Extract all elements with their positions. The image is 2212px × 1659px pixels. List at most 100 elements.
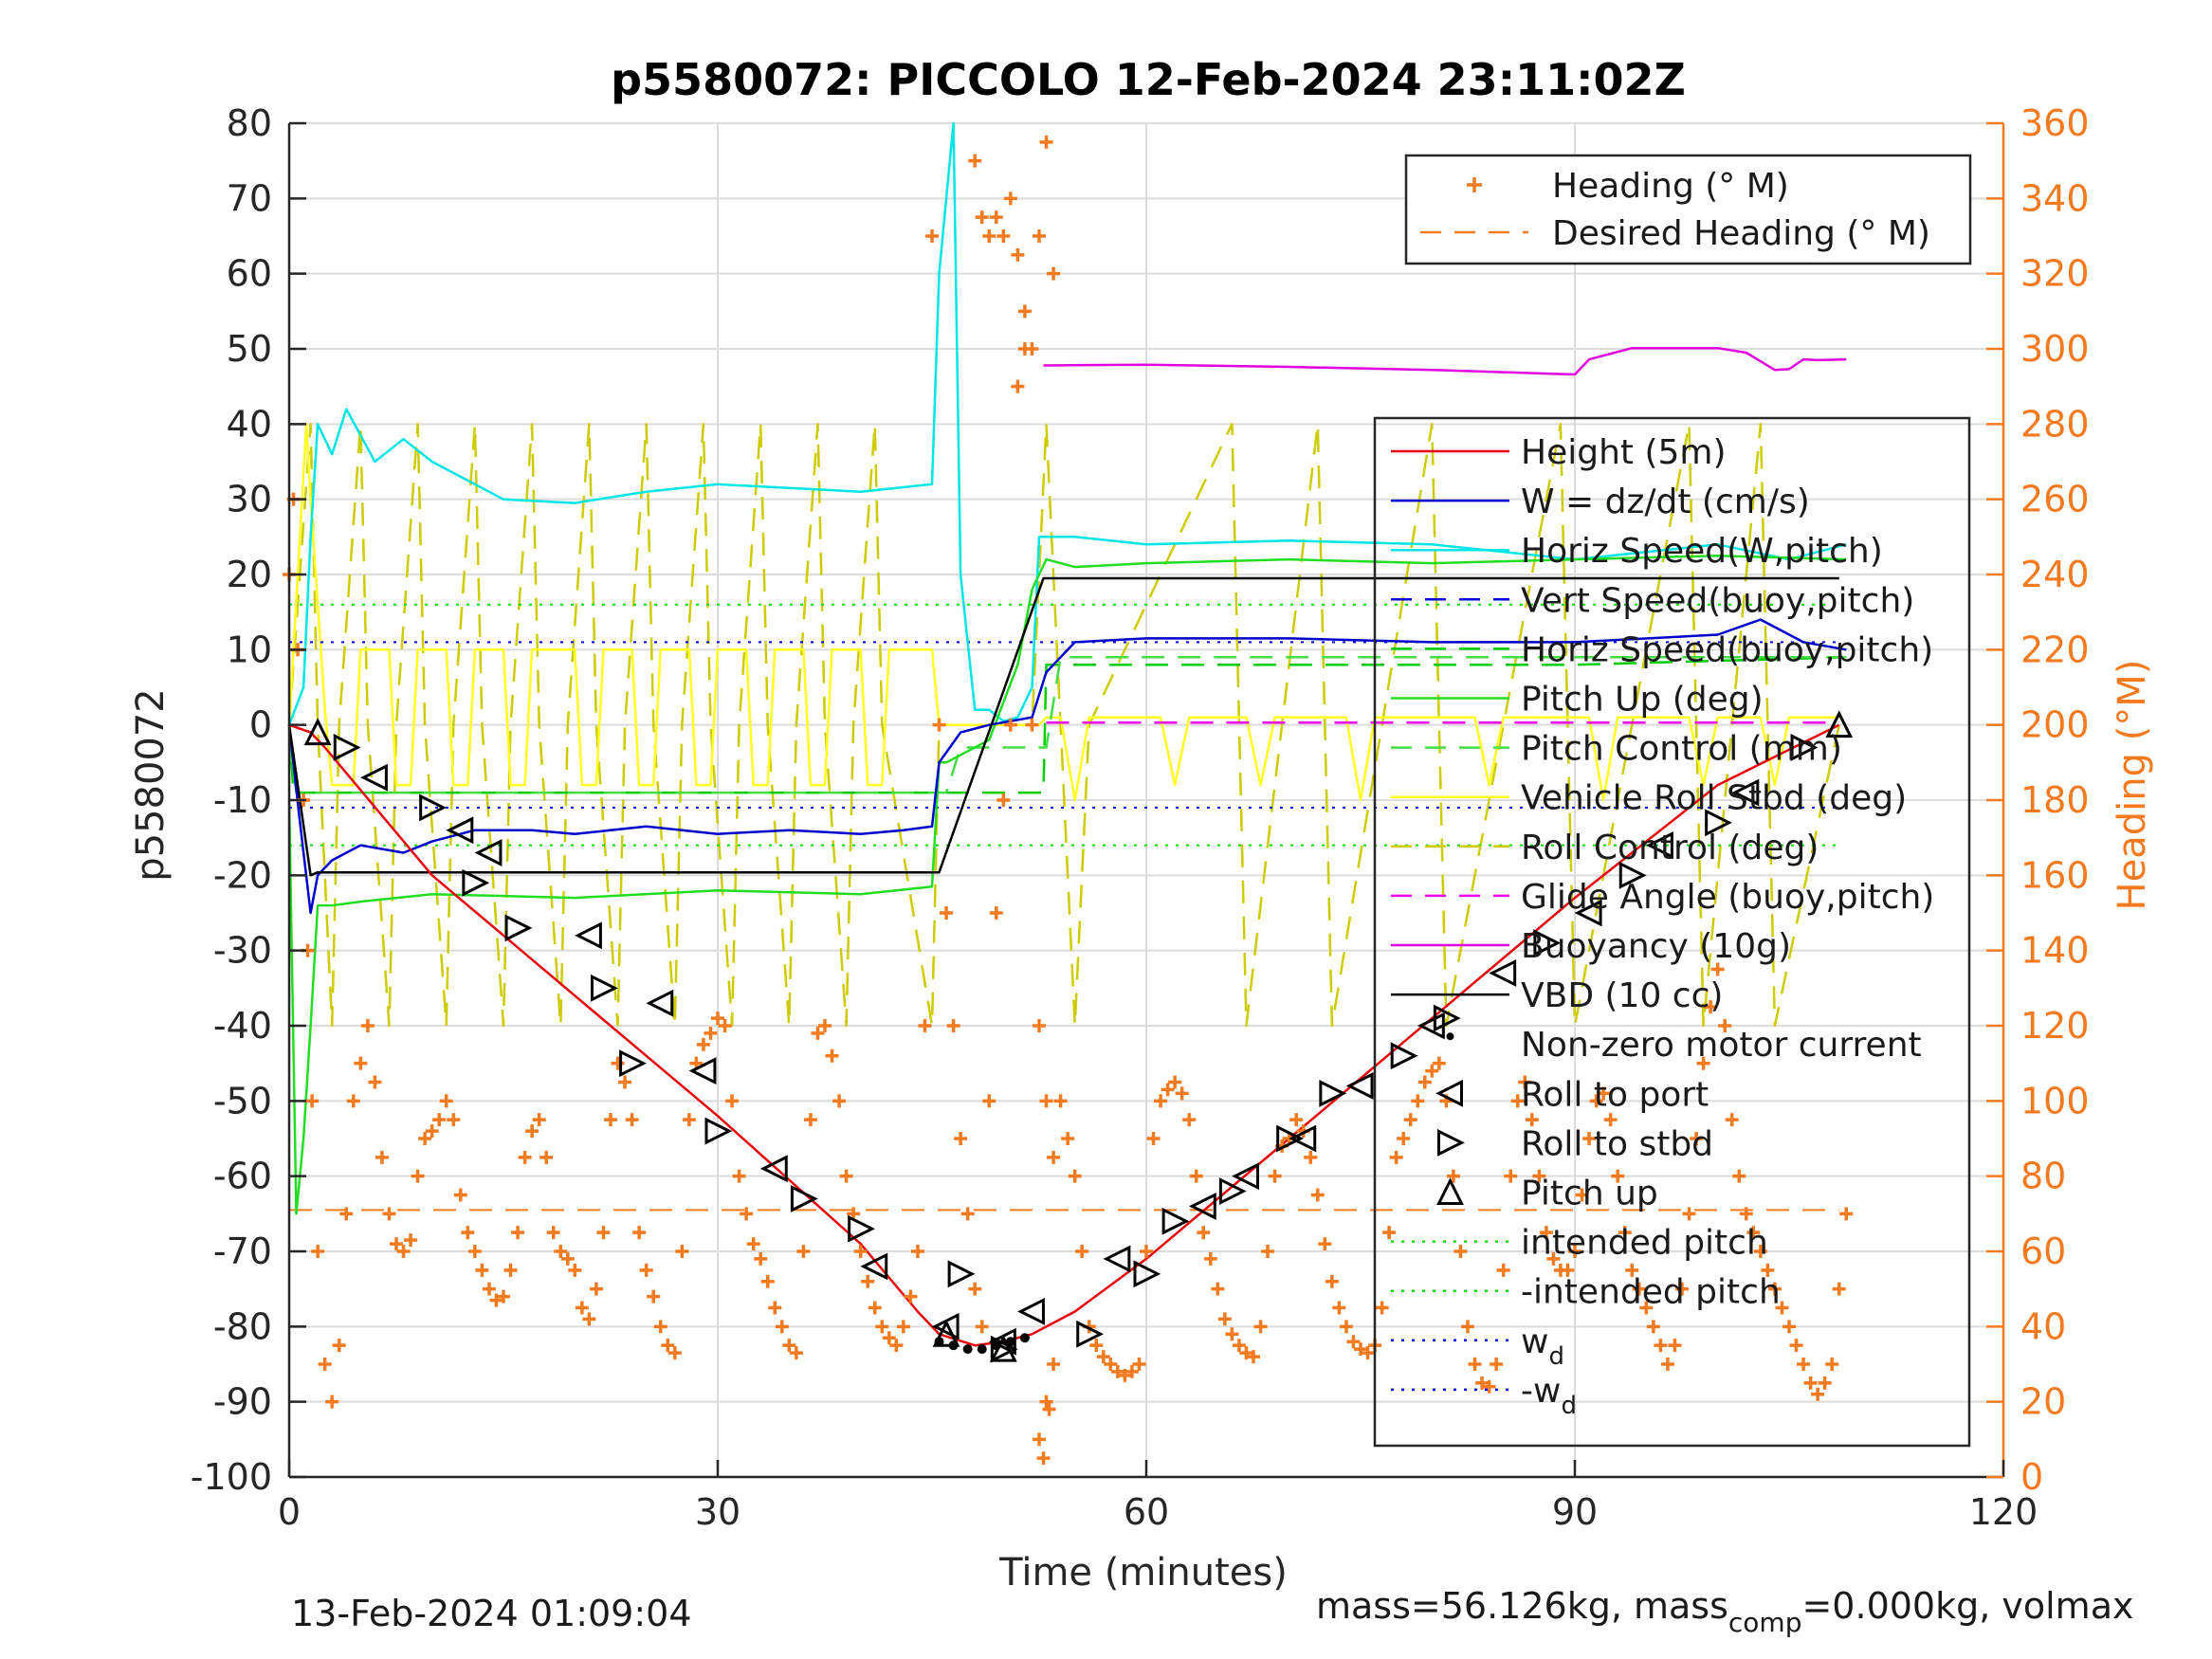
roll-to-stbd-marker (619, 1049, 647, 1078)
heading-marker (568, 1263, 582, 1277)
heading-marker (439, 1094, 453, 1108)
heading-marker (1696, 1056, 1710, 1070)
heading-marker (311, 1245, 325, 1258)
heading-marker (1589, 1094, 1603, 1108)
heading-marker (1140, 1245, 1153, 1258)
y-tick-label-right: 120 (2020, 1005, 2090, 1047)
heading-marker (1033, 229, 1046, 243)
heading-marker (1611, 1169, 1625, 1183)
heading-marker (404, 1233, 418, 1248)
heading-marker (1417, 1075, 1432, 1089)
y-tick-label-right: 0 (2020, 1456, 2043, 1498)
heading-marker (1432, 1056, 1446, 1070)
heading-marker (346, 1094, 360, 1108)
heading-marker (1033, 1432, 1046, 1447)
roll-to-stbd-marker (1276, 1124, 1305, 1153)
heading-marker (918, 1019, 932, 1032)
heading-marker (1268, 1169, 1282, 1183)
heading-marker (1646, 1320, 1660, 1334)
roll-to-stbd-marker (990, 1335, 1018, 1363)
y-tick-label-right: 40 (2020, 1305, 2066, 1347)
heading-marker (354, 1056, 368, 1070)
heading-marker (532, 1113, 546, 1127)
legend-label: Buoyancy (10g) (1521, 927, 1791, 966)
footer-date: 13-Feb-2024 01:09:04 (291, 1593, 692, 1634)
heading-marker (1389, 1150, 1403, 1164)
heading-marker (396, 1245, 411, 1258)
heading-marker (768, 1301, 782, 1315)
roll-to-port-marker (474, 839, 503, 866)
heading-marker (725, 1094, 740, 1108)
heading-marker (1403, 1113, 1417, 1127)
heading-marker (518, 1150, 532, 1164)
y-tick-label-right: 180 (2020, 779, 2090, 821)
roll-to-port-marker (688, 1057, 717, 1085)
roll-to-stbd-marker (504, 914, 533, 942)
legend-main-box (1373, 416, 1971, 1448)
legend-label: Vehicle Roll Stbd (deg) (1521, 779, 1907, 818)
y-tick-label-left: 80 (227, 102, 272, 144)
heading-marker (1225, 1327, 1239, 1341)
heading-marker (932, 718, 946, 732)
roll-to-port-marker (646, 989, 674, 1017)
roll-control-line (287, 423, 1840, 1028)
heading-marker (1782, 1320, 1796, 1334)
heading-marker (589, 1282, 603, 1296)
legend-label: Heading (° M) (1552, 167, 1789, 206)
heading-marker (497, 1289, 510, 1304)
heading-marker (425, 1124, 439, 1139)
heading-marker (1639, 1301, 1654, 1315)
heading-marker (1504, 1169, 1518, 1183)
heading-marker (596, 1226, 611, 1240)
heading-marker (1675, 1282, 1689, 1296)
heading-marker (803, 1113, 817, 1127)
heading-marker (811, 1026, 825, 1040)
heading-marker (1146, 1132, 1161, 1145)
heading-marker (1803, 1376, 1818, 1390)
roll-to-port-marker (759, 1155, 788, 1183)
heading-marker (1789, 1339, 1803, 1353)
heading-marker (896, 1320, 910, 1334)
heading-marker (746, 1237, 760, 1251)
roll-to-port-marker (860, 1252, 888, 1281)
heading-marker (575, 1301, 589, 1315)
heading-marker (1561, 1263, 1575, 1277)
heading-marker (653, 1320, 667, 1334)
legend-label: -wd (1521, 1372, 1577, 1420)
roll-to-port-marker (575, 921, 602, 950)
roll-to-stbd-marker (1218, 1177, 1247, 1205)
heading-marker (825, 1048, 839, 1063)
y-axis-label-right: Heading (°M) (2111, 660, 2154, 911)
y-tick-label-left: 40 (227, 403, 272, 445)
legend-swatch (1437, 1128, 1465, 1157)
motor-current-marker (1019, 1333, 1030, 1343)
y-tick-label-left: 0 (249, 704, 272, 746)
heading-marker (968, 1282, 982, 1296)
legend-label: W = dz/dt (cm/s) (1521, 483, 1810, 521)
heading-marker (1654, 1339, 1668, 1353)
heading-marker (1033, 1019, 1046, 1032)
heading-marker (1104, 1358, 1118, 1371)
heading-marker (796, 1245, 811, 1258)
heading-marker (647, 1289, 661, 1304)
heading-marker (611, 1056, 625, 1070)
x-tick-label: 90 (1552, 1491, 1598, 1533)
heading-marker (1232, 1339, 1246, 1353)
heading-marker (1453, 1245, 1468, 1258)
x-tick-label: 120 (1969, 1491, 2038, 1533)
heading-marker (1332, 1301, 1346, 1315)
legend-label: Horiz Speed(W,pitch) (1521, 532, 1883, 571)
y-tick-label-right: 240 (2020, 554, 2090, 595)
heading-marker (1132, 1358, 1146, 1371)
roll-to-port-marker (1188, 1192, 1216, 1220)
heading-marker (560, 1251, 575, 1266)
heading-marker (1539, 1226, 1553, 1240)
roll-to-port-marker (446, 816, 474, 845)
heading-marker (839, 1169, 853, 1183)
heading-marker (1239, 1346, 1253, 1360)
heading-marker (411, 1169, 425, 1183)
roll-to-stbd-marker (590, 974, 618, 1002)
heading-marker (1718, 1019, 1732, 1032)
motor-current-marker (977, 1344, 987, 1355)
